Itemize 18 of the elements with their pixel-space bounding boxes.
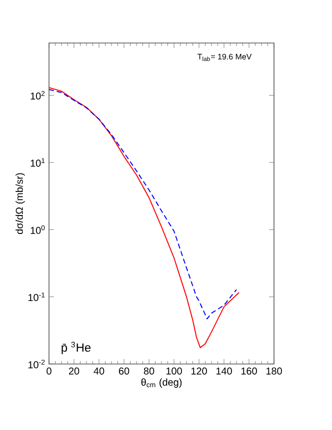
y-tick-label: 10$^{-2}$ (28, 360, 45, 368)
x-tick-label: 180 (266, 368, 282, 375)
x-tick-label: 140 (216, 368, 232, 375)
y-tick-label: 10$^{0}$ (30, 225, 45, 234)
x-tick-label: 80 (144, 368, 154, 375)
x-tick-label: 20 (68, 368, 80, 375)
x-tick-label: 120 (191, 368, 207, 375)
x-tick-label: 100 (166, 368, 182, 375)
y-axis-title: dσ/dΩ (mb/sr) (16, 173, 25, 234)
x-tick-label: 40 (94, 368, 104, 375)
y-tick-label: 10$^{-1}$ (28, 292, 45, 302)
x-tick-label: 0 (46, 368, 52, 375)
x-tick-label: 60 (118, 368, 130, 375)
x-axis-title: θ$_{cm}$ (deg) (141, 378, 182, 388)
y-tick-label: 10$^{1}$ (30, 158, 45, 167)
y-tick-label: 10$^{2}$ (30, 90, 45, 100)
annotation: p̄ $^{3}$He (62, 342, 91, 354)
x-tick-label: 160 (241, 368, 257, 375)
